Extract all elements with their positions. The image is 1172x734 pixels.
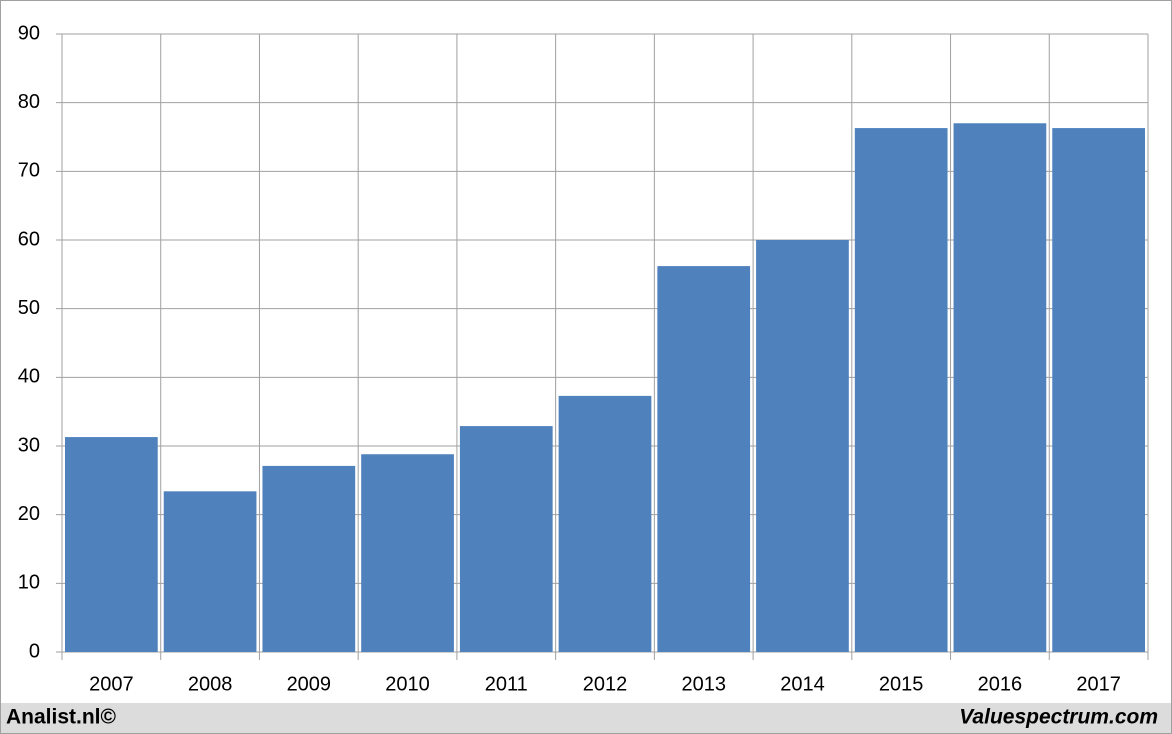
- x-tick-label: 2008: [188, 673, 233, 695]
- x-tick-label: 2012: [583, 673, 628, 695]
- footer-right: Valuespectrum.com: [959, 706, 1158, 729]
- bar: [558, 395, 652, 652]
- x-tick-label: 2016: [978, 673, 1023, 695]
- y-tick-label: 10: [18, 572, 40, 594]
- y-tick-label: 30: [18, 434, 40, 456]
- footer-band: [1, 703, 1171, 733]
- bar: [361, 454, 454, 652]
- bar: [657, 266, 751, 652]
- bar: [953, 123, 1047, 653]
- y-tick-label: 0: [29, 640, 40, 662]
- x-tick-label: 2007: [89, 673, 134, 695]
- y-tick-label: 80: [18, 91, 40, 113]
- bar: [1052, 128, 1145, 652]
- x-tick-label: 2011: [485, 673, 528, 695]
- bar: [262, 465, 356, 652]
- y-tick-label: 20: [18, 503, 40, 525]
- y-tick-label: 70: [18, 160, 40, 182]
- footer-left: Analist.nl©: [6, 706, 117, 729]
- x-tick-label: 2017: [1076, 673, 1121, 695]
- x-tick-label: 2013: [681, 673, 726, 695]
- x-tick-label: 2014: [780, 673, 825, 695]
- y-tick-label: 50: [18, 297, 40, 319]
- bar: [65, 437, 158, 652]
- bar: [756, 240, 849, 652]
- x-tick-label: 2009: [287, 673, 332, 695]
- x-tick-label: 2015: [879, 673, 924, 695]
- y-tick-label: 60: [18, 228, 40, 250]
- y-tick-label: 40: [18, 366, 40, 388]
- bar: [854, 128, 948, 652]
- y-tick-label: 90: [18, 22, 40, 44]
- bar: [459, 426, 553, 652]
- x-tick-label: 2010: [385, 673, 430, 695]
- bar: [163, 491, 257, 652]
